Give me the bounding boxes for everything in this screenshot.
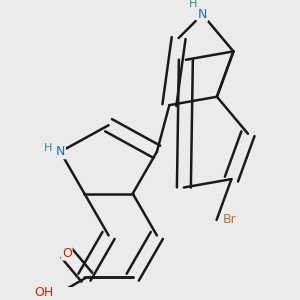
Text: Br: Br: [223, 213, 237, 226]
Text: N: N: [56, 145, 65, 158]
Text: H: H: [44, 143, 52, 153]
Text: H: H: [189, 0, 198, 9]
Text: N: N: [198, 8, 207, 21]
Text: OH: OH: [34, 286, 53, 299]
Text: O: O: [62, 247, 72, 260]
